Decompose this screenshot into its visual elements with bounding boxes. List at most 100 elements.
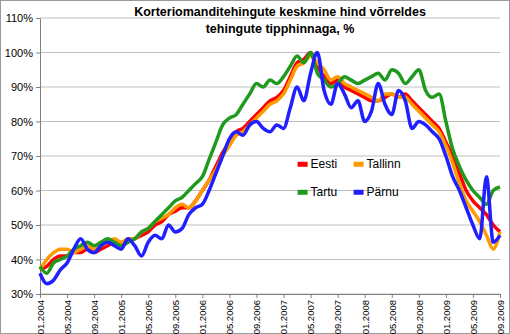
x-tick: 01.2009 (441, 294, 452, 334)
y-tick-label: 70% (11, 150, 33, 162)
x-tick-label: 09.2004 (89, 300, 100, 334)
x-tick-mark (229, 294, 230, 298)
x-tick: 05.2004 (62, 294, 73, 334)
series-line (40, 53, 500, 284)
y-tick: 70% (11, 150, 40, 162)
legend-swatch (354, 190, 364, 195)
x-tick-mark (256, 294, 257, 298)
grid-line (40, 87, 500, 88)
x-tick-mark (40, 294, 41, 298)
legend-swatch (298, 162, 308, 167)
grid-line (40, 259, 500, 260)
y-tick: 30% (11, 288, 40, 300)
series-line (40, 53, 500, 274)
y-tick-label: 40% (11, 254, 33, 266)
x-tick-mark (500, 294, 501, 298)
y-tick: 90% (11, 81, 40, 93)
y-tick-mark (36, 294, 40, 295)
legend-swatch (298, 190, 308, 195)
legend-item: Pärnu (354, 185, 399, 199)
x-tick-label: 09.2009 (495, 300, 506, 334)
x-tick-mark (365, 294, 366, 298)
x-tick-mark (311, 294, 312, 298)
y-tick-mark (36, 156, 40, 157)
legend-label: Tallinn (367, 157, 401, 171)
x-tick-label: 01.2006 (197, 300, 208, 334)
y-tick: 80% (11, 116, 40, 128)
x-tick: 09.2006 (251, 294, 262, 334)
x-axis-line (41, 295, 501, 299)
x-tick-label: 05.2007 (305, 300, 316, 334)
x-axis: 01.2004 05.2004 09.2004 01.2005 05.2005 09.20… (35, 294, 506, 334)
y-tick-label: 100% (5, 47, 33, 59)
y-tick: 110% (6, 12, 40, 24)
x-tick: 05.2005 (143, 294, 154, 334)
y-tick: 40% (11, 254, 40, 266)
x-tick-mark (473, 294, 474, 298)
x-tick-label: 09.2005 (170, 300, 181, 334)
grid-line (40, 190, 500, 191)
x-tick-mark (202, 294, 203, 298)
x-tick-mark (392, 294, 393, 298)
y-tick-mark (36, 225, 40, 226)
x-tick-label: 05.2009 (468, 300, 479, 334)
x-tick-mark (67, 294, 68, 298)
x-tick-mark (338, 294, 339, 298)
title-line: tehingute tipphinnaga, % (206, 22, 355, 36)
legend-item: Tartu (298, 185, 338, 199)
grid-line (40, 156, 500, 157)
grid-line (40, 52, 500, 53)
legend-item: Eesti (298, 157, 338, 171)
y-tick-mark (36, 18, 40, 19)
title: Korteriomanditehingute keskmine hind võr… (134, 5, 426, 36)
y-tick-mark (36, 191, 40, 192)
y-tick: 50% (11, 219, 40, 231)
series-line (40, 53, 500, 270)
x-tick: 05.2006 (224, 294, 235, 334)
x-tick: 05.2007 (305, 294, 316, 334)
y-tick: 100% (5, 47, 40, 59)
x-tick: 09.2009 (495, 294, 506, 334)
x-tick: 01.2008 (360, 294, 371, 334)
y-axis: 30% 40% 50% 60% 70% 80% 90% 100% 110% (5, 12, 41, 300)
x-tick-label: 05.2006 (224, 300, 235, 334)
lines (40, 53, 500, 284)
x-tick-label: 09.2006 (251, 300, 262, 334)
x-tick-mark (284, 294, 285, 298)
x-tick-mark (121, 294, 122, 298)
y-tick-mark (36, 53, 40, 54)
y-tick-mark (36, 122, 40, 123)
x-tick-label: 09.2008 (414, 300, 425, 334)
x-tick-label: 01.2005 (116, 300, 127, 334)
y-tick-label: 60% (11, 185, 33, 197)
x-tick-mark (175, 294, 176, 298)
legend: Eesti Tallinn Tartu Pärnu (298, 157, 401, 199)
y-tick-label: 30% (11, 288, 33, 300)
x-tick: 01.2005 (116, 294, 127, 334)
x-tick-mark (419, 294, 420, 298)
x-tick: 09.2007 (332, 294, 343, 334)
legend-item: Tallinn (354, 157, 401, 171)
title-line: Korteriomanditehingute keskmine hind võr… (134, 5, 426, 19)
legend-label: Pärnu (367, 185, 399, 199)
x-tick-mark (446, 294, 447, 298)
x-tick: 01.2007 (278, 294, 289, 334)
y-axis-line (36, 19, 41, 295)
x-tick: 09.2004 (89, 294, 100, 334)
grid (40, 18, 500, 294)
y-tick-mark (36, 260, 40, 261)
y-tick-label: 90% (11, 81, 33, 93)
x-tick: 01.2006 (197, 294, 208, 334)
x-tick: 05.2009 (468, 294, 479, 334)
x-tick-label: 05.2008 (387, 300, 398, 334)
grid-line (40, 225, 500, 226)
x-tick: 09.2005 (170, 294, 181, 334)
chart: 30% 40% 50% 60% 70% 80% 90% 100% 110% 01.2004 05.2… (0, 0, 510, 334)
y-tick: 60% (11, 185, 40, 197)
y-tick-label: 110% (6, 12, 34, 24)
x-tick-mark (148, 294, 149, 298)
x-tick-label: 05.2005 (143, 300, 154, 334)
x-tick-label: 01.2007 (278, 300, 289, 334)
x-tick: 01.2004 (35, 294, 46, 334)
x-tick: 05.2008 (387, 294, 398, 334)
